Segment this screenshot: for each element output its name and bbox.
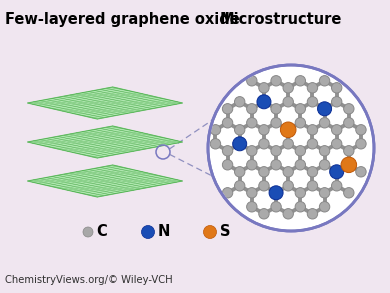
Circle shape xyxy=(332,97,342,107)
Circle shape xyxy=(295,160,305,170)
Circle shape xyxy=(259,209,269,219)
Circle shape xyxy=(269,186,283,200)
Circle shape xyxy=(271,117,281,128)
Circle shape xyxy=(246,202,257,212)
Circle shape xyxy=(332,139,342,149)
Circle shape xyxy=(307,180,317,191)
Circle shape xyxy=(356,125,366,135)
Circle shape xyxy=(344,188,354,198)
Circle shape xyxy=(332,180,342,191)
Circle shape xyxy=(295,104,305,114)
Text: N: N xyxy=(158,224,170,239)
Circle shape xyxy=(259,167,269,177)
Circle shape xyxy=(246,104,257,114)
Circle shape xyxy=(307,167,317,177)
Circle shape xyxy=(295,117,305,128)
Circle shape xyxy=(295,146,305,156)
Circle shape xyxy=(317,102,332,116)
Circle shape xyxy=(259,83,269,93)
Circle shape xyxy=(233,137,247,151)
Circle shape xyxy=(210,139,221,149)
Circle shape xyxy=(280,122,296,138)
Circle shape xyxy=(344,117,354,128)
Circle shape xyxy=(210,125,221,135)
Circle shape xyxy=(319,202,330,212)
Circle shape xyxy=(222,160,233,170)
Circle shape xyxy=(307,139,317,149)
Circle shape xyxy=(222,188,233,198)
Text: Few-layered graphene oxide: Few-layered graphene oxide xyxy=(5,12,240,27)
Circle shape xyxy=(246,188,257,198)
Circle shape xyxy=(295,76,305,86)
Circle shape xyxy=(283,97,293,107)
Circle shape xyxy=(356,139,366,149)
Circle shape xyxy=(332,125,342,135)
Circle shape xyxy=(307,97,317,107)
Circle shape xyxy=(204,226,216,239)
Circle shape xyxy=(283,209,293,219)
Circle shape xyxy=(259,125,269,135)
Circle shape xyxy=(332,83,342,93)
Circle shape xyxy=(319,188,330,198)
Circle shape xyxy=(283,180,293,191)
Circle shape xyxy=(222,117,233,128)
Circle shape xyxy=(283,167,293,177)
Circle shape xyxy=(234,167,245,177)
Circle shape xyxy=(307,209,317,219)
Circle shape xyxy=(246,76,257,86)
Circle shape xyxy=(319,146,330,156)
Circle shape xyxy=(246,146,257,156)
Text: Microstructure: Microstructure xyxy=(220,12,342,27)
Circle shape xyxy=(283,83,293,93)
Circle shape xyxy=(246,160,257,170)
Circle shape xyxy=(341,157,356,173)
Circle shape xyxy=(271,160,281,170)
Circle shape xyxy=(307,125,317,135)
Circle shape xyxy=(271,104,281,114)
Circle shape xyxy=(257,95,271,109)
Circle shape xyxy=(234,97,245,107)
Circle shape xyxy=(142,226,154,239)
Text: S: S xyxy=(220,224,230,239)
Circle shape xyxy=(259,139,269,149)
Circle shape xyxy=(222,146,233,156)
Circle shape xyxy=(283,139,293,149)
Circle shape xyxy=(259,180,269,191)
Circle shape xyxy=(295,202,305,212)
Polygon shape xyxy=(28,165,183,197)
Circle shape xyxy=(344,146,354,156)
Circle shape xyxy=(307,83,317,93)
Circle shape xyxy=(319,160,330,170)
Circle shape xyxy=(295,188,305,198)
Text: C: C xyxy=(96,224,107,239)
Circle shape xyxy=(234,125,245,135)
Circle shape xyxy=(344,104,354,114)
Circle shape xyxy=(246,117,257,128)
Circle shape xyxy=(234,180,245,191)
Text: ChemistryViews.org/© Wiley-VCH: ChemistryViews.org/© Wiley-VCH xyxy=(5,275,173,285)
Circle shape xyxy=(271,202,281,212)
Circle shape xyxy=(330,165,344,179)
Circle shape xyxy=(319,117,330,128)
Polygon shape xyxy=(28,126,183,158)
Circle shape xyxy=(271,76,281,86)
Circle shape xyxy=(222,104,233,114)
Circle shape xyxy=(356,167,366,177)
Circle shape xyxy=(271,146,281,156)
Circle shape xyxy=(208,65,374,231)
Circle shape xyxy=(83,227,93,237)
Circle shape xyxy=(319,76,330,86)
Polygon shape xyxy=(28,87,183,119)
